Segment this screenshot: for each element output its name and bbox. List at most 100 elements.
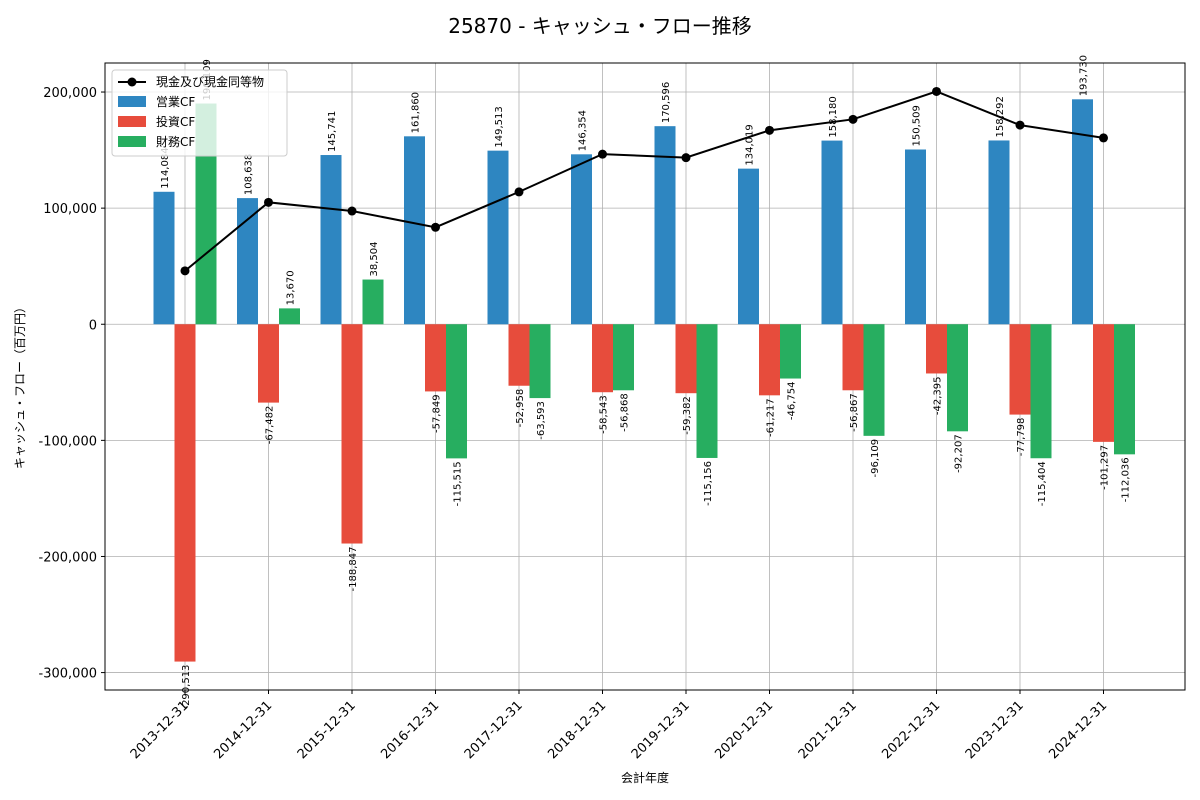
bar-value-label: 149,513 — [494, 106, 505, 147]
bar-operating — [237, 198, 258, 325]
chart-title: 25870 - キャッシュ・フロー推移 — [448, 14, 752, 38]
bar-operating — [153, 191, 175, 325]
bar-investing — [926, 324, 947, 374]
bar-value-label: -61,217 — [766, 398, 777, 437]
cash-balance-point — [765, 125, 774, 135]
bar-value-label: -101,297 — [1100, 445, 1111, 490]
plot-frame — [104, 62, 1186, 691]
legend-bar-swatch — [118, 116, 146, 127]
bar-investing — [759, 324, 780, 396]
bar-value-label: -58,543 — [599, 395, 610, 434]
bar-financing — [529, 324, 551, 399]
bar-investing — [592, 324, 613, 393]
bar-financing — [1030, 324, 1052, 459]
bar-value-label: 150,509 — [912, 105, 923, 146]
bar-value-label: -46,754 — [787, 382, 798, 421]
bar-value-label: -63,593 — [536, 401, 547, 440]
bar-financing — [1114, 324, 1135, 455]
bar-value-label: 193,730 — [1079, 55, 1090, 96]
bar-financing — [613, 324, 634, 391]
bar-financing — [362, 279, 384, 325]
legend-label: 財務CF — [156, 134, 195, 149]
bar-value-label: -56,868 — [620, 393, 631, 432]
legend-bar-swatch — [118, 96, 146, 107]
bar-financing — [696, 324, 718, 458]
bar-investing — [675, 324, 697, 394]
bar-value-label: 158,180 — [828, 96, 839, 137]
cash-balance-point — [598, 149, 607, 159]
cash-balance-point — [932, 86, 941, 96]
y-tick-label: 200,000 — [43, 86, 97, 101]
cash-balance-point — [1015, 120, 1025, 130]
bar-investing — [508, 324, 530, 386]
bar-operating — [988, 140, 1010, 325]
bar-operating — [738, 168, 759, 325]
legend-label: 投資CF — [156, 114, 195, 129]
cash-balance-point — [431, 222, 440, 232]
cash-balance-point — [264, 197, 273, 207]
bar-financing — [780, 324, 801, 379]
bar-operating — [821, 140, 843, 325]
bar-value-label: -115,156 — [703, 461, 714, 506]
bar-financing — [947, 324, 968, 432]
bar-value-label: 134,019 — [745, 124, 756, 165]
bar-operating — [571, 154, 592, 325]
legend-marker-swatch — [127, 77, 137, 87]
bar-value-label: -77,798 — [1016, 418, 1027, 457]
bar-value-label: -112,036 — [1121, 457, 1132, 502]
bar-value-label: 108,638 — [244, 154, 255, 195]
bar-investing — [1009, 324, 1031, 415]
bar-value-label: 38,504 — [369, 242, 380, 277]
cash-balance-line — [184, 90, 1104, 272]
bar-value-label: 114,084 — [160, 147, 171, 188]
bar-operating — [905, 149, 926, 325]
bar-value-label: -52,958 — [515, 389, 526, 428]
y-tick-label: 0 — [89, 318, 97, 333]
bar-investing — [174, 324, 196, 662]
bar-financing — [863, 324, 885, 436]
bar-value-label: 146,354 — [578, 110, 589, 151]
bar-financing — [279, 308, 300, 325]
cash-balance-point — [1099, 133, 1108, 143]
bar-value-label: -92,207 — [954, 434, 965, 473]
bar-operating — [320, 155, 342, 325]
bar-value-label: 161,860 — [411, 92, 422, 133]
bar-financing — [195, 103, 217, 325]
bar-value-label: 170,596 — [661, 82, 672, 123]
bar-operating — [1072, 99, 1093, 325]
bar-value-label: -59,382 — [682, 396, 693, 435]
bar-value-label: 13,670 — [286, 270, 297, 305]
legend-label: 営業CF — [156, 95, 195, 109]
bar-investing — [1093, 324, 1114, 442]
bar-investing — [258, 324, 279, 403]
bar-value-label: -188,847 — [348, 547, 359, 592]
bars-layer — [153, 99, 1135, 662]
y-tick-label: -200,000 — [39, 550, 97, 565]
bar-financing — [446, 324, 467, 459]
legend-label: 現金及び現金同等物 — [156, 74, 264, 89]
y-tick-label: -100,000 — [39, 434, 97, 449]
bar-value-label: -42,395 — [933, 376, 944, 415]
bar-value-label: -67,482 — [265, 406, 276, 445]
bar-investing — [341, 324, 363, 544]
cash-balance-point — [681, 153, 691, 163]
y-tick-label: -300,000 — [39, 667, 97, 682]
y-axis-label: キャッシュ・フロー（百万円） — [13, 301, 27, 469]
cash-balance-point — [347, 206, 357, 216]
bar-operating — [654, 126, 676, 325]
y-tick-label: 100,000 — [43, 202, 97, 217]
legend-bar-swatch — [118, 136, 146, 147]
bar-operating — [487, 150, 509, 325]
bar-investing — [425, 324, 446, 392]
bar-value-label: 158,292 — [995, 96, 1006, 137]
bar-value-label: -115,515 — [453, 461, 464, 506]
bar-value-label: -56,867 — [849, 393, 860, 432]
cash-balance-point — [514, 187, 524, 197]
bar-value-label: -57,849 — [432, 394, 443, 433]
cash-balance-point — [180, 266, 190, 276]
bar-value-label: -96,109 — [870, 439, 881, 478]
bar-value-label: -290,513 — [181, 665, 192, 710]
